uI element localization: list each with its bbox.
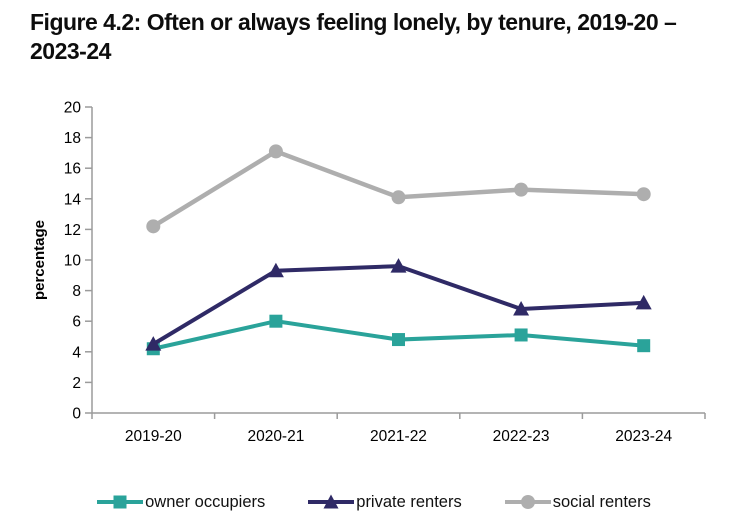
x-tick-label: 2019-20 <box>125 428 182 445</box>
legend-circle-icon <box>504 495 551 509</box>
y-tick-label: 2 <box>72 375 81 392</box>
marker-circle <box>146 219 161 234</box>
legend-label: owner occupiers <box>145 492 266 511</box>
legend-item-owner-occupiers: owner occupiers <box>96 492 265 512</box>
x-tick-label: 2022-23 <box>493 428 550 445</box>
y-tick-label: 8 <box>72 283 81 300</box>
series-line-social-renters <box>152 148 644 229</box>
marker-circle <box>514 182 529 197</box>
marker-triangle <box>145 336 162 351</box>
legend-label: private renters <box>356 492 462 511</box>
legend-item-social-renters: social renters <box>504 492 651 512</box>
marker-square <box>392 333 405 347</box>
chart-legend: owner occupiers private renters social ren… <box>0 492 747 512</box>
x-tick-label: 2020-21 <box>247 428 304 445</box>
marker-circle <box>391 190 406 205</box>
marker-triangle <box>390 258 407 273</box>
y-tick-label: 20 <box>64 100 82 117</box>
legend-item-private-renters: private renters <box>307 492 462 512</box>
y-tick-label: 18 <box>64 130 81 147</box>
figure-title: Figure 4.2: Often or always feeling lone… <box>30 9 677 64</box>
y-tick-label: 4 <box>72 344 81 361</box>
x-tick-label: 2023-24 <box>615 428 672 445</box>
y-tick-label: 14 <box>64 191 82 208</box>
marker-square <box>637 339 651 353</box>
marker-circle <box>268 144 283 159</box>
line-chart: 0 2 4 6 8 10 12 14 16 18 20 2019-20 2020-21 2021-22 20… <box>31 100 706 445</box>
x-tick-label: 2021-22 <box>370 428 427 445</box>
y-tick-label: 0 <box>72 406 81 423</box>
marker-square <box>514 328 528 342</box>
legend-triangle-icon <box>308 494 355 509</box>
y-axis-title: percentage <box>31 220 48 300</box>
legend-label: social renters <box>552 492 651 511</box>
marker-triangle <box>513 300 530 316</box>
y-tick-label: 10 <box>64 253 82 270</box>
y-tick-label: 16 <box>64 161 81 178</box>
y-tick-label: 6 <box>72 314 81 331</box>
y-tick-label: 12 <box>64 222 81 239</box>
marker-square <box>269 314 283 328</box>
marker-triangle <box>635 294 652 310</box>
marker-circle <box>636 187 651 202</box>
legend-square-icon <box>97 495 144 509</box>
marker-triangle <box>267 262 284 278</box>
